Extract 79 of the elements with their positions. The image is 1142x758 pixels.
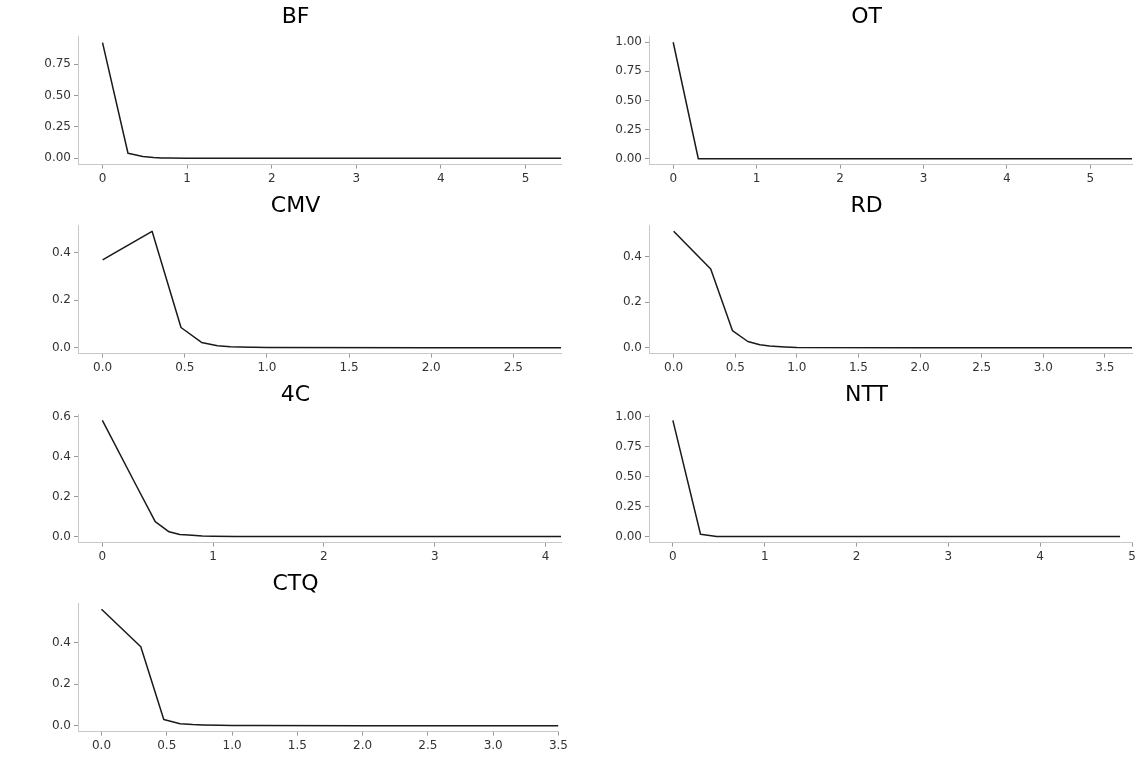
x-tick-label: 1.0 [787,359,807,374]
chart-title: OT [851,2,883,28]
x-tick-label: 4 [1003,170,1011,185]
y-tick-label: 0.4 [51,244,71,259]
y-tick-label: 0.2 [51,488,71,503]
x-tick-label: 0.0 [664,359,684,374]
x-tick-label: 1.5 [287,737,307,752]
x-tick-label: 0.5 [175,359,195,374]
y-tick-label: 0.4 [51,448,71,463]
x-tick-label: 5 [1128,548,1136,563]
y-tick-label: 0.50 [44,87,71,102]
y-tick-label: 1.00 [615,34,642,49]
chart-title: CTQ [272,569,319,595]
x-tick-label: 0 [669,548,677,563]
y-tick-label: 0.0 [622,339,642,354]
y-tick-label: 0.25 [615,121,642,136]
chart-title: BF [281,2,310,28]
x-tick-label: 1.0 [222,737,242,752]
y-tick-label: 0.0 [51,339,71,354]
x-tick-label: 4 [437,170,445,185]
y-tick-label: 0.50 [615,468,642,483]
x-tick-label: 3.5 [1095,359,1115,374]
x-tick-label: 3.5 [548,737,568,752]
x-tick-label: 2.0 [353,737,373,752]
y-tick-label: 0.00 [615,150,642,165]
y-tick-label: 0.75 [615,438,642,453]
y-tick-label: 0.2 [51,676,71,691]
x-tick-label: 2.5 [418,737,438,752]
x-tick-label: 3.0 [1033,359,1053,374]
y-tick-label: 0.75 [44,56,71,71]
y-tick-label: 0.25 [44,119,71,134]
x-tick-label: 0.0 [93,359,113,374]
y-tick-label: 0.00 [44,150,71,165]
x-tick-label: 3.0 [483,737,503,752]
x-tick-label: 2.0 [910,359,930,374]
chart-title: CMV [270,191,321,217]
y-tick-label: 1.00 [615,408,642,423]
x-tick-label: 1 [209,548,217,563]
y-tick-label: 0.0 [51,717,71,732]
x-tick-label: 3 [430,548,439,563]
x-tick-label: 2 [267,170,276,185]
x-tick-label: 2 [836,170,844,185]
x-tick-label: 0.5 [157,737,177,752]
x-tick-label: 1 [752,170,761,185]
x-tick-label: 0.0 [91,737,112,752]
x-tick-label: 0 [98,170,107,185]
x-tick-label: 2.5 [972,359,992,374]
y-tick-label: 0.0 [51,528,71,543]
y-tick-label: 0.6 [51,408,71,423]
y-tick-label: 0.25 [615,498,642,513]
x-tick-label: 2 [320,548,328,563]
x-tick-label: 4 [1036,548,1044,563]
x-tick-label: 5 [1086,170,1095,185]
x-tick-label: 1.5 [339,359,359,374]
y-tick-label: 0.4 [51,634,71,649]
x-tick-label: 1.5 [848,359,869,374]
x-tick-label: 5 [521,170,530,185]
chart-title: RD [850,191,883,217]
x-tick-label: 0.5 [725,359,745,374]
x-tick-label: 3 [352,170,361,185]
y-tick-label: 0.00 [615,528,642,543]
y-tick-label: 0.75 [615,63,642,78]
x-tick-label: 0 [98,548,107,563]
x-tick-label: 0 [669,170,678,185]
x-tick-label: 3 [944,548,953,563]
x-tick-label: 1.0 [257,359,277,374]
x-tick-label: 4 [541,548,550,563]
x-tick-label: 1 [183,170,191,185]
x-tick-label: 2.0 [421,359,441,374]
y-tick-label: 0.4 [622,248,642,263]
chart-title: 4C [280,380,311,406]
y-tick-label: 0.2 [622,294,642,309]
y-tick-label: 0.2 [51,292,71,307]
chart-title: NTT [845,380,889,406]
y-tick-label: 0.50 [615,92,642,107]
x-tick-label: 2.5 [503,359,523,374]
x-tick-label: 3 [919,170,928,185]
x-tick-label: 2 [852,548,861,563]
x-tick-label: 1 [760,548,769,563]
